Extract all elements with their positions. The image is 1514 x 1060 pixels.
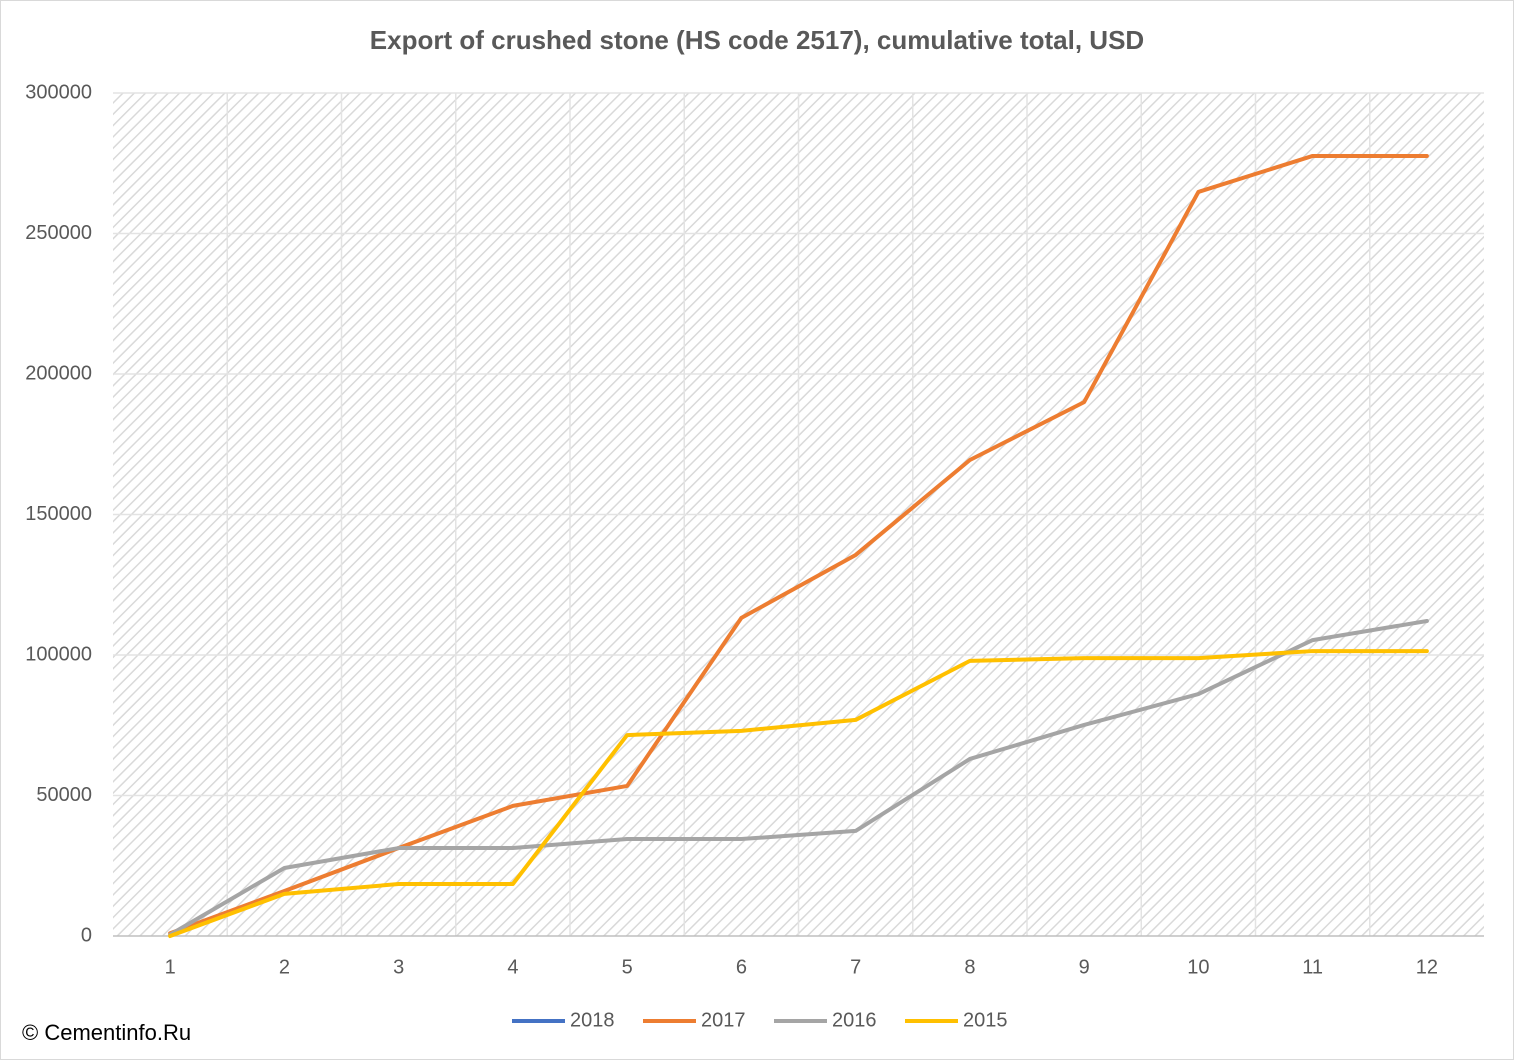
x-tick-label: 7 xyxy=(850,956,861,978)
series-line xyxy=(168,153,1429,936)
legend-label: 2016 xyxy=(832,1009,877,1031)
x-tick-label: 2 xyxy=(279,956,290,978)
x-tick-label: 1 xyxy=(165,956,176,978)
y-tick-label: 50000 xyxy=(36,784,92,806)
x-tick-label: 3 xyxy=(393,956,404,978)
x-tick-label: 11 xyxy=(1302,956,1323,978)
x-tick-label: 12 xyxy=(1416,956,1438,978)
x-tick-label: 5 xyxy=(622,956,633,978)
y-tick-label: 150000 xyxy=(25,503,92,525)
series-line xyxy=(168,649,1429,938)
legend-label: 2017 xyxy=(701,1009,746,1031)
y-tick-label: 0 xyxy=(81,924,92,946)
chart-title: Export of crushed stone (HS code 2517), … xyxy=(370,25,1144,55)
legend-label: 2018 xyxy=(570,1009,615,1031)
series-line xyxy=(168,618,1429,937)
y-tick-label: 300000 xyxy=(25,81,92,103)
y-tick-label: 200000 xyxy=(25,362,92,384)
x-tick-label: 10 xyxy=(1187,956,1209,978)
x-tick-label: 4 xyxy=(507,956,518,978)
x-tick-label: 8 xyxy=(964,956,975,978)
y-tick-label: 100000 xyxy=(25,643,92,665)
y-tick-label: 250000 xyxy=(25,222,92,244)
x-tick-label: 6 xyxy=(736,956,747,978)
copyright: © Cementinfo.Ru xyxy=(22,1020,191,1045)
x-tick-label: 9 xyxy=(1079,956,1090,978)
legend-label: 2015 xyxy=(963,1009,1008,1031)
